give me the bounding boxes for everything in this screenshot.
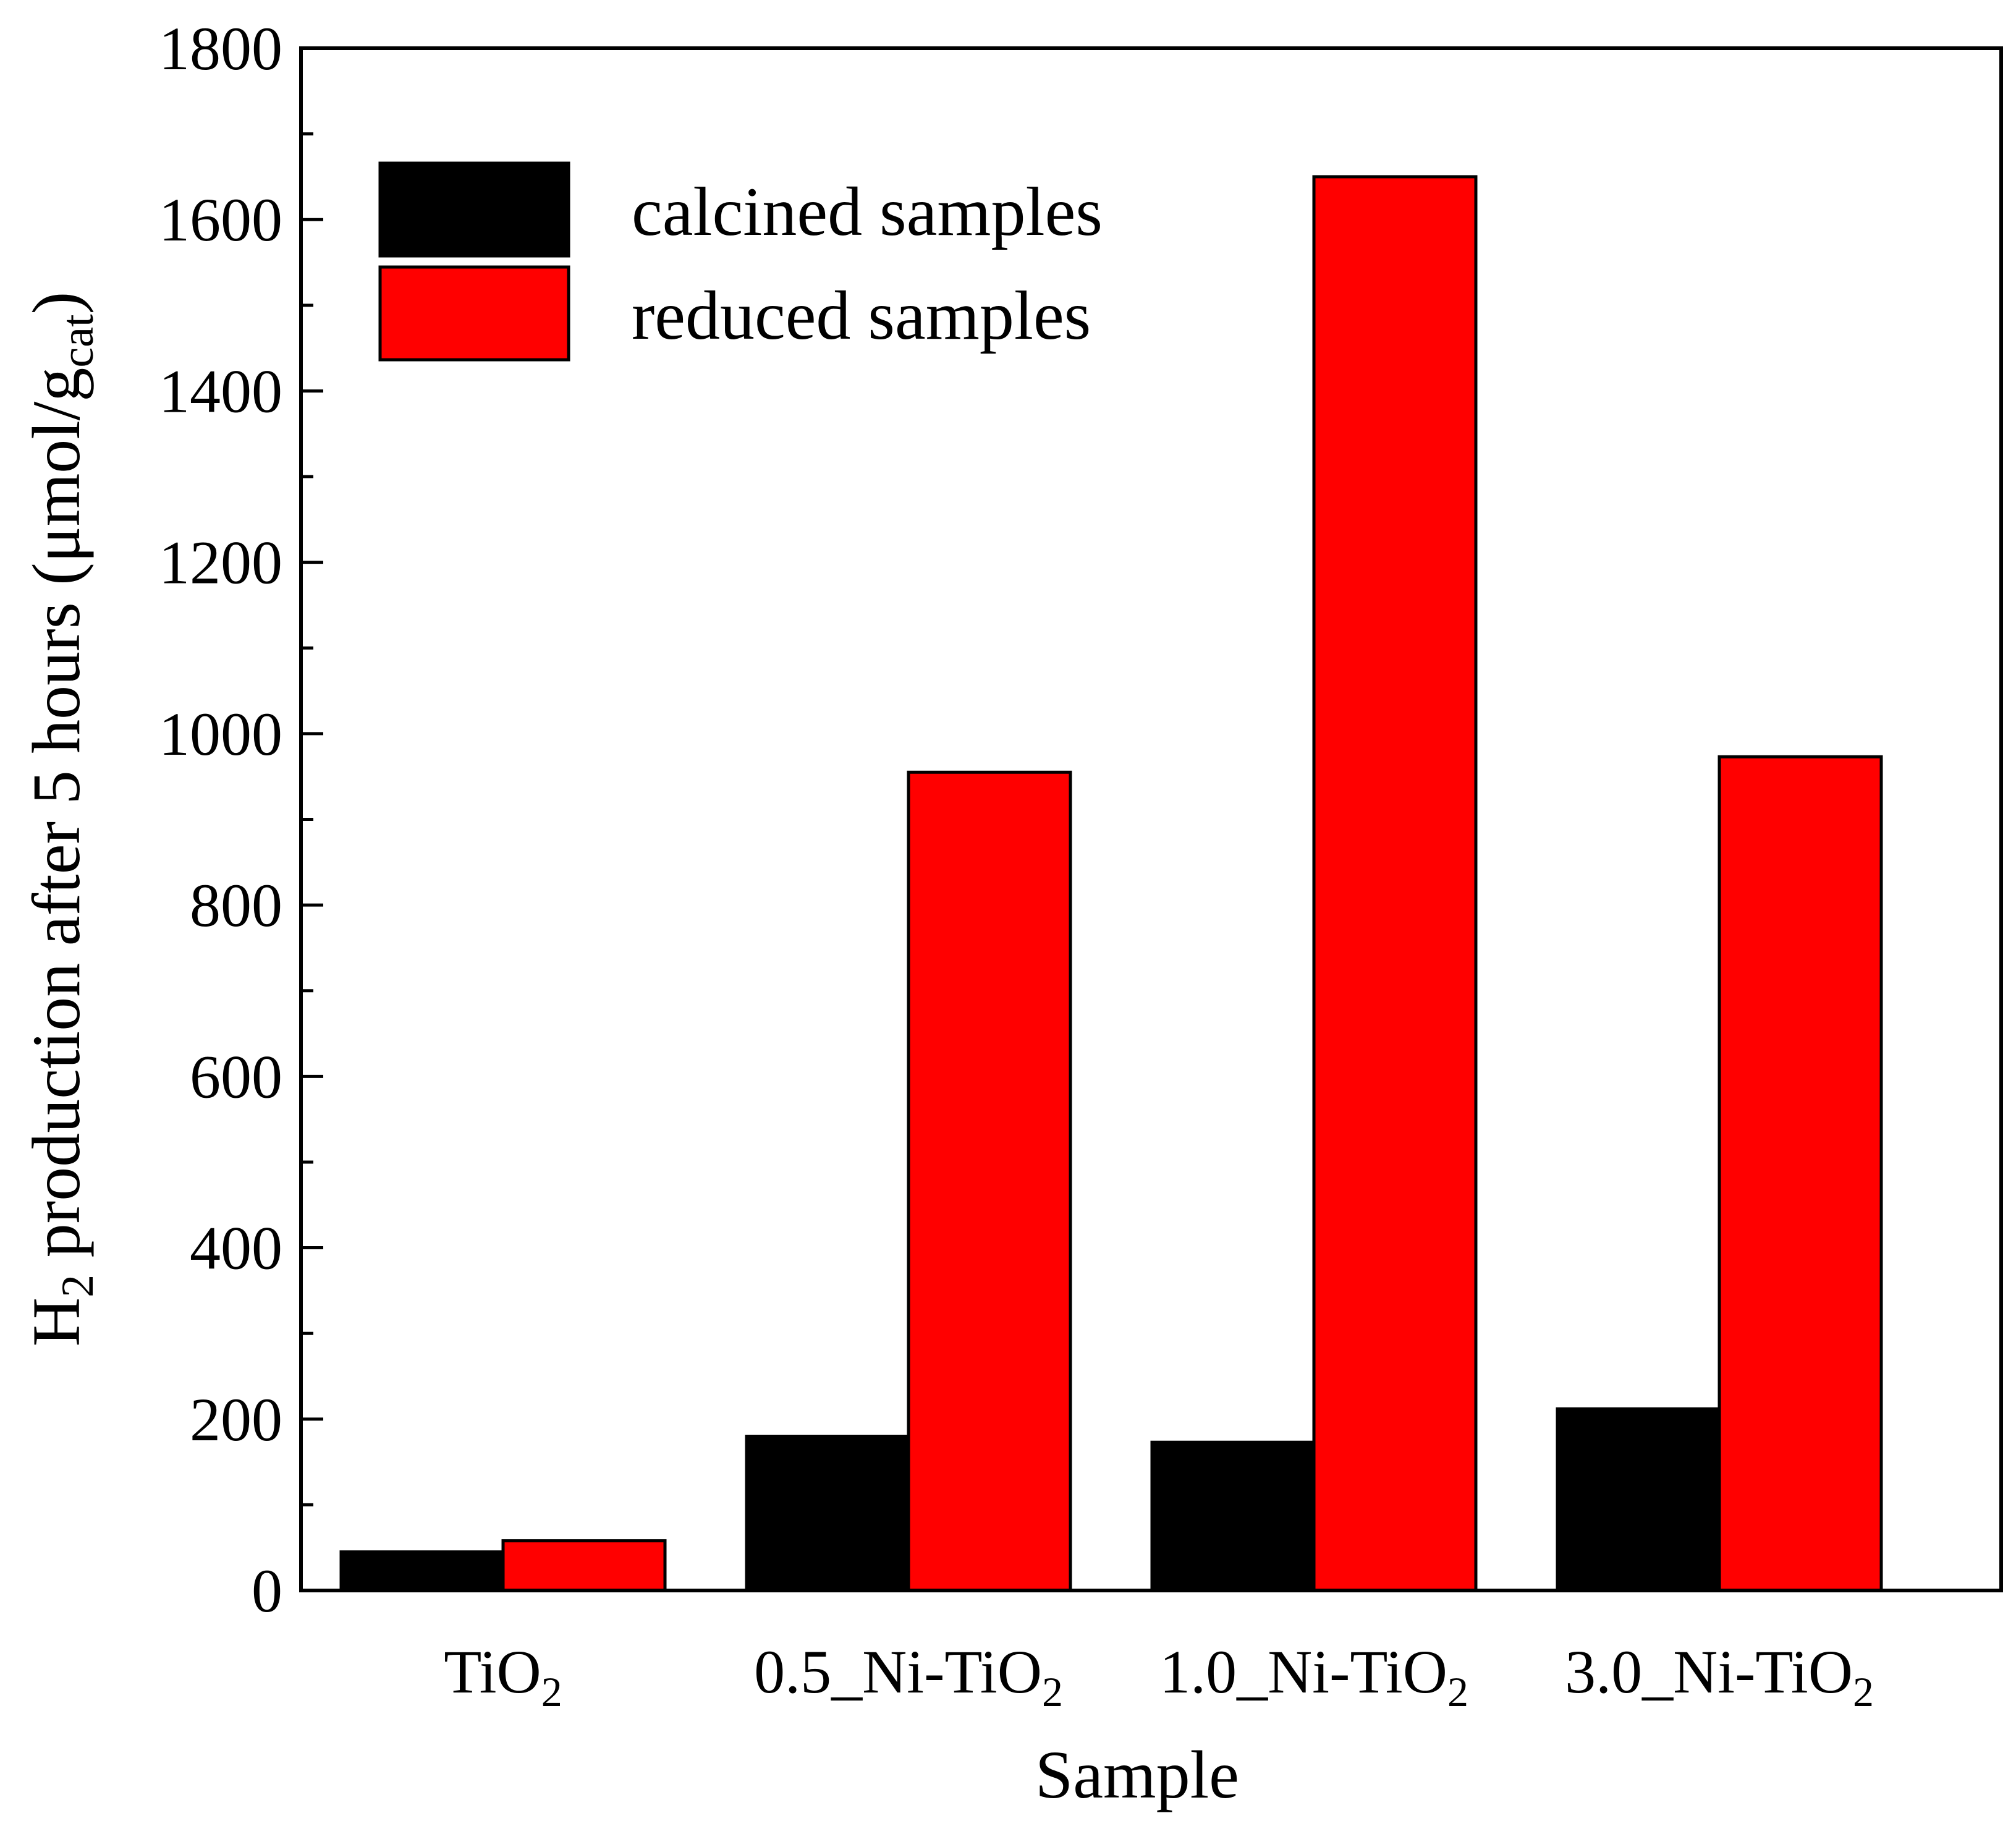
y-axis-title: H2 production after 5 hours (μmol/gcat) [19, 292, 103, 1347]
bar-calcined-0 [339, 1550, 505, 1592]
bars-group [339, 175, 1883, 1592]
bar-reduced-1 [907, 770, 1072, 1592]
bar-reduced-0 [501, 1539, 667, 1592]
y-tick-label: 1200 [159, 529, 282, 597]
x-tick-label: 1.0_Ni-TiO2 [1159, 1637, 1468, 1715]
legend-label-reduced: reduced samples [632, 278, 1091, 354]
x-tick-label: TiO2 [444, 1637, 562, 1715]
bar-calcined-2 [1150, 1440, 1316, 1592]
y-tick-label: 1400 [159, 357, 282, 425]
y-axis: 0 200 400 600 800 1000 1200 1400 1600 1800 [159, 14, 323, 1625]
y-tick-label: 200 [190, 1385, 282, 1454]
x-axis: TiO2 0.5_Ni-TiO2 1.0_Ni-TiO2 3.0_Ni-TiO2 [444, 1637, 1874, 1715]
y-tick-label: 1800 [159, 14, 282, 83]
legend-swatch-calcined [378, 161, 570, 258]
bar-reduced-2 [1312, 175, 1478, 1592]
y-tick-label: 1000 [159, 700, 282, 768]
legend: calcined samples reduced samples [378, 161, 1103, 362]
x-tick-label: 3.0_Ni-TiO2 [1565, 1637, 1874, 1715]
bar-calcined-3 [1556, 1407, 1721, 1592]
bar-reduced-3 [1717, 755, 1883, 1592]
y-tick-label: 600 [190, 1042, 282, 1111]
x-axis-title: Sample [1035, 1737, 1239, 1812]
y-tick-label: 400 [190, 1214, 282, 1283]
y-tick-label: 1600 [159, 185, 282, 254]
y-tick-label: 0 [252, 1556, 282, 1625]
x-tick-label: 0.5_Ni-TiO2 [754, 1637, 1063, 1715]
legend-label-calcined: calcined samples [632, 174, 1103, 250]
legend-swatch-reduced [378, 265, 570, 362]
y-tick-label: 800 [190, 871, 282, 940]
bar-calcined-1 [745, 1435, 910, 1592]
